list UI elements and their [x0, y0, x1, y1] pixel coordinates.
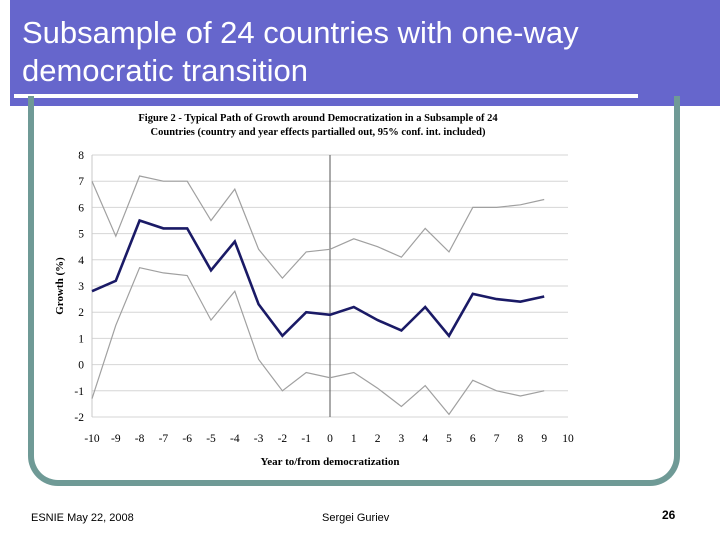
slide-title-line-1: Subsample of 24 countries with one-way: [22, 15, 579, 50]
slide-title: Subsample of 24 countries with one-way d…: [22, 14, 682, 90]
y-tick-label: 0: [78, 360, 84, 372]
x-tick-label: 5: [446, 433, 452, 445]
x-tick-label: -9: [111, 433, 121, 445]
chart-title-line-1: Figure 2 - Typical Path of Growth around…: [138, 113, 498, 124]
title-bar-edge: [0, 0, 10, 106]
x-tick-label: -6: [182, 433, 192, 445]
x-tick-label: -7: [159, 433, 169, 445]
y-tick-label: 4: [78, 255, 84, 267]
y-tick-label: -1: [74, 386, 84, 398]
y-tick-label: 7: [78, 176, 84, 188]
x-axis-title: Year to/from democratization: [261, 456, 400, 468]
slide-title-line-2: democratic transition: [22, 53, 309, 88]
lower-ci-line: [91, 267, 545, 416]
x-tick-label: 2: [375, 433, 381, 445]
x-tick-label: 8: [518, 433, 524, 445]
x-tick-label: -1: [301, 433, 311, 445]
growth-estimate-line: [91, 218, 545, 339]
y-tick-label: 8: [78, 150, 84, 162]
chart-title-line-2: Countries (country and year effects part…: [151, 127, 486, 138]
y-tick-label: 1: [78, 333, 84, 345]
x-tick-label: 0: [327, 433, 333, 445]
x-tick-label: 6: [470, 433, 476, 445]
x-tick-label: 3: [399, 433, 405, 445]
upper-ci-line: [91, 175, 545, 280]
x-tick-label: -2: [278, 433, 288, 445]
content-frame: [28, 96, 680, 486]
y-axis-title: Growth (%): [54, 257, 66, 315]
x-tick-label: -4: [230, 433, 240, 445]
x-tick-label: 4: [422, 433, 428, 445]
x-tick-label: 7: [494, 433, 500, 445]
x-tick-label: -8: [135, 433, 145, 445]
x-tick-label: -10: [84, 433, 100, 445]
footer-date: ESNIE May 22, 2008: [31, 512, 134, 524]
x-tick-label: -5: [206, 433, 216, 445]
title-underline: [14, 94, 638, 98]
y-tick-label: 5: [78, 229, 84, 241]
title-bar: [0, 0, 720, 106]
footer-author: Sergei Guriev: [322, 512, 390, 524]
x-tick-label: 10: [562, 433, 574, 445]
x-tick-label: 1: [351, 433, 357, 445]
y-tick-label: 3: [78, 281, 84, 293]
gridlines: [91, 154, 568, 418]
y-tick-label: -2: [74, 412, 84, 424]
y-tick-label: 6: [78, 202, 84, 214]
x-tick-label: 9: [541, 433, 547, 445]
y-tick-label: 2: [78, 307, 84, 319]
x-tick-label: -3: [254, 433, 264, 445]
page-number: 26: [662, 508, 676, 522]
series-lines: [91, 175, 545, 416]
